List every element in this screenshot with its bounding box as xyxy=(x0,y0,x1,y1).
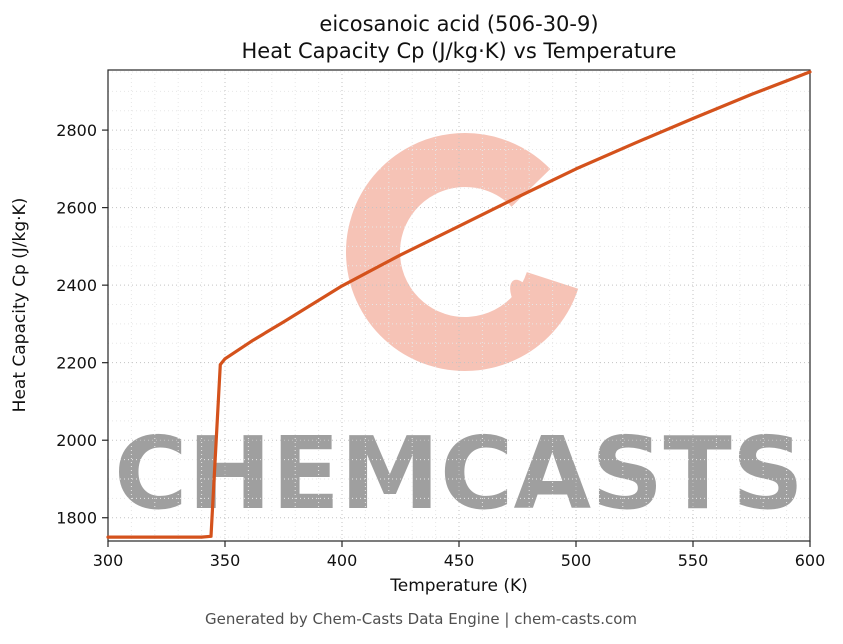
x-tick-label: 550 xyxy=(678,551,709,570)
plot-border xyxy=(107,69,811,542)
y-tick-label: 2600 xyxy=(56,199,97,218)
grid-lines xyxy=(107,70,811,541)
chart-subtitle: Heat Capacity Cp (J/kg·K) vs Temperature xyxy=(242,39,677,63)
x-tick-label: 300 xyxy=(93,551,124,570)
y-axis-label: Heat Capacity Cp (J/kg·K) xyxy=(10,198,30,413)
y-tick-label: 2400 xyxy=(56,276,97,295)
y-tick-label: 2200 xyxy=(56,354,97,373)
x-tick-label: 400 xyxy=(327,551,358,570)
chart-title: eicosanoic acid (506-30-9) xyxy=(319,12,598,36)
x-axis-label: Temperature (K) xyxy=(389,576,528,596)
watermark-logo-dot-icon xyxy=(510,279,536,317)
x-tick-label: 600 xyxy=(795,551,826,570)
x-tick-label: 450 xyxy=(444,551,475,570)
footer-text: Generated by Chem-Casts Data Engine | ch… xyxy=(205,610,637,628)
watermark-logo-c-icon xyxy=(346,133,584,371)
y-tick-label: 1800 xyxy=(56,509,97,528)
tick-labels: 300 350 400 450 500 550 600 1800 2000 2200 2400 260… xyxy=(56,121,825,570)
x-tick-label: 350 xyxy=(210,551,241,570)
y-tick-label: 2800 xyxy=(56,121,97,140)
cp-curve xyxy=(106,70,812,539)
x-tick-label: 500 xyxy=(561,551,592,570)
y-tick-label: 2000 xyxy=(56,431,97,450)
